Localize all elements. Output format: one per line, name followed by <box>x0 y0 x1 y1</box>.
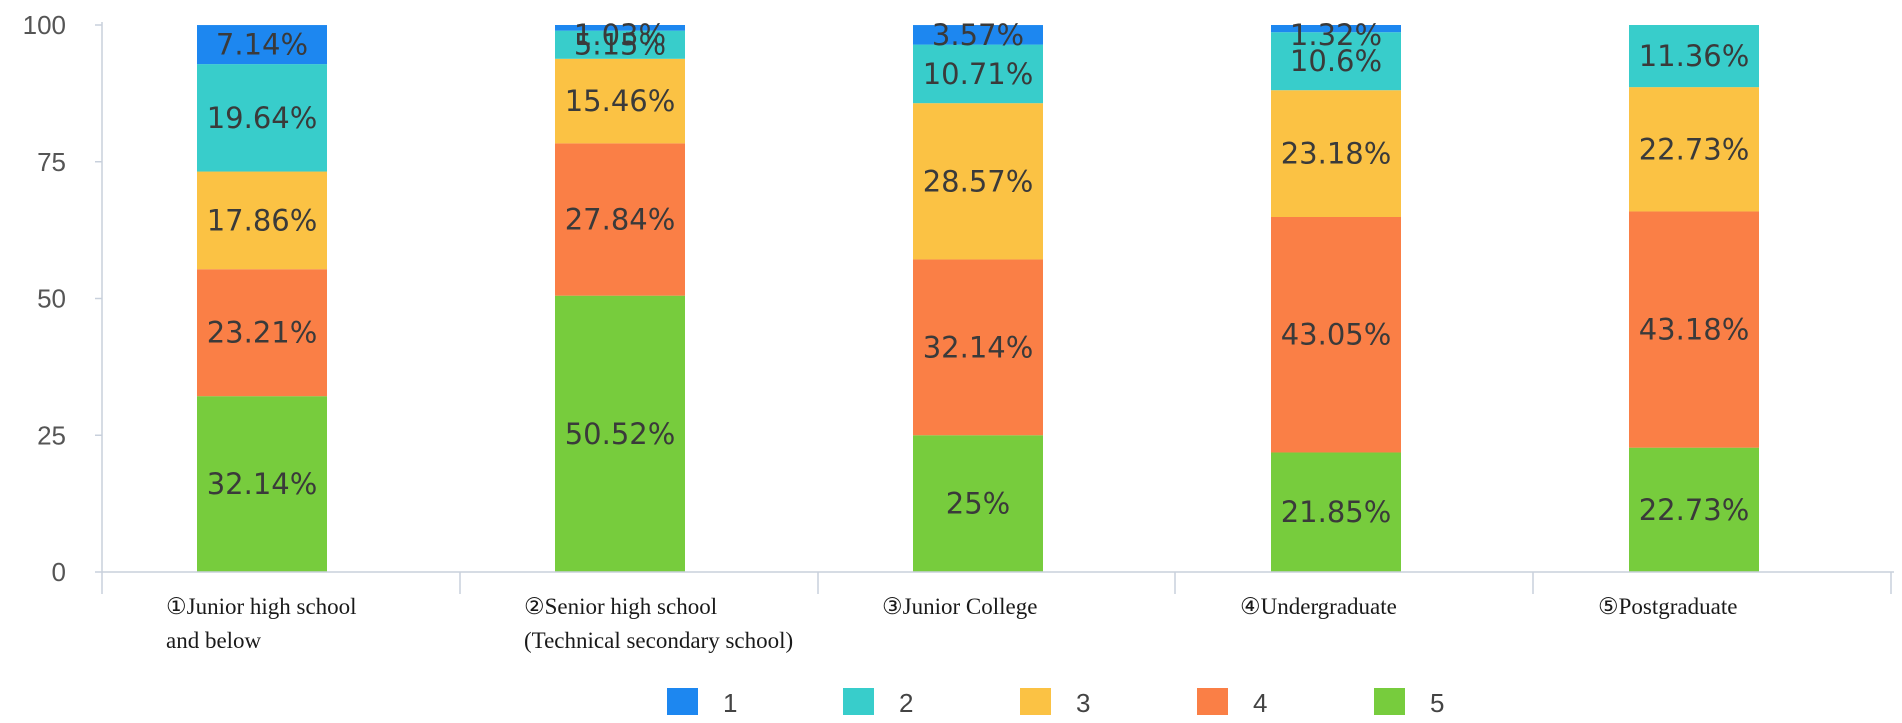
bar-segment-series-3 <box>555 58 685 144</box>
segment-value-label: 10.6% <box>1290 44 1382 78</box>
y-axis: 0 25 50 75 100 <box>23 10 103 587</box>
bar-segment-series-5 <box>555 295 685 572</box>
bars <box>197 25 1759 572</box>
bar-segment-series-1 <box>197 25 327 65</box>
bar-segment-series-2 <box>197 64 327 172</box>
segment-value-label: 23.18% <box>1281 137 1392 171</box>
segment-value-label: 22.73% <box>1639 493 1750 527</box>
segment-value-label: 17.86% <box>207 203 318 237</box>
segment-value-label: 32.14% <box>207 467 318 501</box>
x-category-label: ②Senior high school <box>524 594 717 619</box>
bar-segment-series-5 <box>197 396 327 572</box>
segment-value-label: 27.84% <box>565 203 676 237</box>
bar-segment-series-3 <box>913 103 1043 260</box>
y-tick-label: 25 <box>37 420 66 450</box>
x-category-label: ①Junior high school <box>166 594 357 619</box>
segment-value-label: 22.73% <box>1639 132 1750 166</box>
bar-segment-series-4 <box>1629 211 1759 448</box>
segment-value-label: 1.03% <box>574 18 666 52</box>
segment-value-label: 43.18% <box>1639 313 1750 347</box>
legend-swatch-1 <box>667 688 698 715</box>
x-category-label: (Technical secondary school) <box>524 628 793 653</box>
x-axis: ①Junior high school and below ②Senior high… <box>101 571 1894 653</box>
y-tick-label: 75 <box>37 147 66 177</box>
x-category-label: and below <box>166 628 262 653</box>
segment-value-label: 10.71% <box>923 57 1034 91</box>
segment-value-label: 25% <box>946 487 1010 521</box>
segment-value-label: 1.32% <box>1290 18 1382 52</box>
legend-label-2: 2 <box>899 688 913 718</box>
bar-segment-series-4 <box>1271 216 1401 453</box>
segment-labels: 32.14% 23.21% 17.86% 19.64% 7.14% 50.52% 27.84… <box>207 18 1750 529</box>
segment-value-label: 7.14% <box>216 28 308 62</box>
legend-swatch-2 <box>843 688 874 715</box>
bar-segment-series-5 <box>1629 447 1759 572</box>
legend-swatch-4 <box>1197 688 1228 715</box>
segment-value-label: 50.52% <box>565 417 676 451</box>
segment-value-label: 11.36% <box>1639 39 1750 73</box>
bar-segment-series-2 <box>1629 25 1759 88</box>
bar-segment-series-3 <box>197 171 327 270</box>
legend-swatch-5 <box>1374 688 1405 715</box>
segment-value-label: 21.85% <box>1281 495 1392 529</box>
x-category-label: ⑤Postgraduate <box>1598 594 1737 619</box>
bar-segment-series-4 <box>555 143 685 296</box>
bar-segment-series-5 <box>913 435 1043 572</box>
segment-value-label: 5.15% <box>574 28 666 62</box>
legend-label-5: 5 <box>1430 688 1444 718</box>
bar-segment-series-3 <box>1271 90 1401 217</box>
y-tick-label: 100 <box>23 10 66 40</box>
bar-segment-series-3 <box>1629 87 1759 212</box>
segment-value-label: 28.57% <box>923 164 1034 198</box>
bar-segment-series-2 <box>913 44 1043 104</box>
segment-value-label: 32.14% <box>923 330 1034 364</box>
bar-segment-series-4 <box>197 269 327 397</box>
y-tick-label: 50 <box>37 284 66 314</box>
legend-swatch-3 <box>1020 688 1051 715</box>
x-category-label: ④Undergraduate <box>1240 594 1397 619</box>
segment-value-label: 3.57% <box>932 18 1024 52</box>
segment-value-label: 15.46% <box>565 84 676 118</box>
segment-value-label: 19.64% <box>207 101 318 135</box>
legend: 1 2 3 4 5 <box>667 688 1444 718</box>
bar-segment-series-5 <box>1271 452 1401 572</box>
bar-segment-series-4 <box>913 259 1043 436</box>
x-category-label: ③Junior College <box>882 594 1037 619</box>
bar-segment-series-2 <box>1271 32 1401 91</box>
segment-value-label: 43.05% <box>1281 318 1392 352</box>
bar-segment-series-2 <box>555 30 685 59</box>
bar-segment-series-1 <box>555 25 685 31</box>
bar-segment-series-1 <box>1271 25 1401 33</box>
legend-label-1: 1 <box>723 688 737 718</box>
bar-segment-series-1 <box>913 25 1043 45</box>
y-tick-label: 0 <box>52 557 66 587</box>
legend-label-3: 3 <box>1076 688 1090 718</box>
legend-label-4: 4 <box>1253 688 1267 718</box>
segment-value-label: 23.21% <box>207 316 318 350</box>
